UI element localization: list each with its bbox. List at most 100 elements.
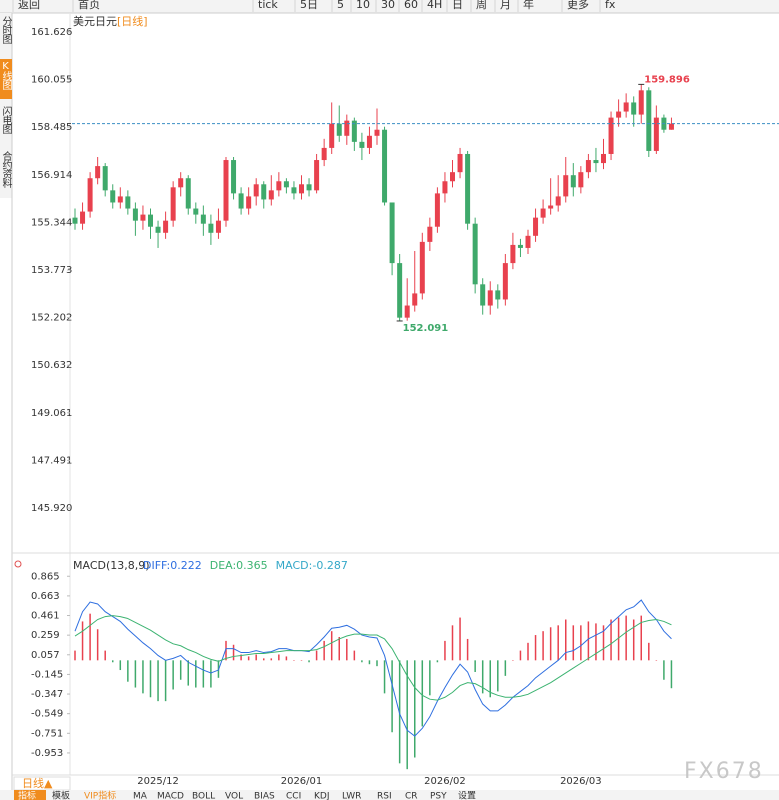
candle-body <box>193 208 199 215</box>
toolbar-item[interactable]: 4H <box>427 0 442 11</box>
y-tick-label: 145.920 <box>31 503 72 514</box>
legend-entry: DIFF:0.222 <box>143 559 202 572</box>
macd-bar <box>361 660 363 663</box>
macd-bar <box>549 627 552 661</box>
bottom-tab[interactable]: MA <box>133 792 148 800</box>
macd-bar <box>655 660 658 661</box>
bottom-tab[interactable]: RSI <box>377 792 392 800</box>
bottom-tab[interactable]: BIAS <box>254 792 275 800</box>
macd-bar <box>640 615 642 661</box>
legend-entry: DEA:0.365 <box>210 559 268 572</box>
candle-body <box>223 160 229 221</box>
toolbar-item[interactable]: tick <box>258 0 278 11</box>
macd-bar <box>519 650 522 661</box>
macd-bar <box>195 660 197 688</box>
macd-bar <box>96 629 99 661</box>
candle-body <box>465 153 471 224</box>
macd-bar <box>119 660 122 671</box>
candle-body <box>208 223 214 233</box>
toolbar-item[interactable]: 周 <box>476 0 487 11</box>
bottom-tab[interactable]: VIP指标 <box>84 790 116 800</box>
tabs-bg <box>0 790 779 800</box>
y-tick-label: -0.549 <box>31 709 63 720</box>
macd-bar <box>308 660 310 663</box>
macd-bar <box>338 637 340 661</box>
bottom-tab[interactable]: CCI <box>286 792 301 800</box>
candle-body <box>548 205 554 209</box>
candle-body <box>132 208 138 221</box>
macd-bar <box>451 625 454 661</box>
macd-bar <box>353 650 356 661</box>
candle-body <box>457 153 463 173</box>
toolbar-item[interactable]: 年 <box>523 0 534 11</box>
macd-bar <box>534 635 537 661</box>
macd-bar <box>542 631 544 661</box>
candle-body <box>540 208 546 218</box>
macd-line <box>74 615 672 701</box>
macd-bar <box>368 660 371 665</box>
macd-bar <box>617 617 620 661</box>
y-tick-label: 160.055 <box>31 75 72 86</box>
candle-body <box>238 193 244 209</box>
toolbar-item[interactable]: 日 <box>452 0 463 11</box>
candle-body <box>525 235 531 248</box>
legend-entry: MACD:-0.287 <box>276 559 348 572</box>
extreme-label: 159.896 <box>644 74 690 85</box>
candle-body <box>231 160 237 194</box>
bottom-tab[interactable]: VOL <box>225 792 243 800</box>
sidebar-tab[interactable]: K线图 <box>0 61 12 91</box>
toolbar-item[interactable]: fx <box>605 0 616 11</box>
candle-body <box>283 181 289 188</box>
bottom-tab[interactable]: KDJ <box>314 792 330 800</box>
sidebar-tab[interactable]: 分时图 <box>0 16 12 45</box>
candle-body <box>200 214 206 224</box>
candle-body <box>155 226 161 233</box>
candle-body <box>329 123 335 148</box>
toolbar-item[interactable]: 返回 <box>18 0 40 11</box>
macd-bar <box>89 613 91 661</box>
candle-body <box>389 202 395 264</box>
candle-body <box>487 290 493 306</box>
toolbar-item[interactable]: 更多 <box>567 0 589 11</box>
bottom-tab[interactable]: MACD <box>157 792 184 800</box>
candle-body <box>638 90 644 115</box>
candle-body <box>502 263 508 300</box>
candle-body <box>72 217 78 224</box>
bottom-tab[interactable]: LWR <box>342 792 361 800</box>
bottom-tab[interactable]: 指标 <box>18 790 36 800</box>
macd-bar <box>580 625 582 661</box>
sidebar-tab[interactable]: 合约资料 <box>0 150 12 189</box>
macd-bar <box>391 660 393 733</box>
toolbar-item[interactable]: 5日 <box>300 0 318 11</box>
toolbar-item[interactable]: 60 <box>404 0 418 11</box>
period-button[interactable]: 日线▲ <box>22 776 53 790</box>
candle-body <box>404 305 410 318</box>
candle-body <box>359 141 365 148</box>
macd-bar <box>270 658 273 661</box>
toolbar-item[interactable]: 10 <box>356 0 370 11</box>
macd-bar <box>330 631 333 661</box>
toolbar-item[interactable]: 首页 <box>78 0 100 11</box>
sidebar-tab[interactable]: 闪电图 <box>0 105 12 135</box>
bottom-tab[interactable]: 设置 <box>458 791 476 800</box>
candle-body <box>80 211 86 224</box>
candle-body <box>163 220 169 233</box>
macd-bar <box>504 660 507 676</box>
bottom-tab[interactable]: CR <box>405 792 418 800</box>
macd-bar <box>142 660 144 694</box>
y-tick-label: 0.259 <box>31 630 60 641</box>
candle-body <box>533 217 539 236</box>
toolbar-item[interactable]: 30 <box>381 0 395 11</box>
toolbar-item[interactable]: 月 <box>500 0 511 11</box>
y-tick-label: -0.145 <box>31 669 63 680</box>
candle-body <box>87 178 93 212</box>
bottom-tab[interactable]: PSY <box>430 792 447 800</box>
macd-bar <box>255 654 257 661</box>
bottom-tab[interactable]: BOLL <box>192 792 215 800</box>
y-tick-label: 153.773 <box>31 265 72 276</box>
bottom-tab[interactable]: 模板 <box>52 790 70 800</box>
macd-bar <box>157 660 159 702</box>
toolbar-item[interactable]: 5 <box>337 0 344 11</box>
candle-body <box>472 223 478 285</box>
